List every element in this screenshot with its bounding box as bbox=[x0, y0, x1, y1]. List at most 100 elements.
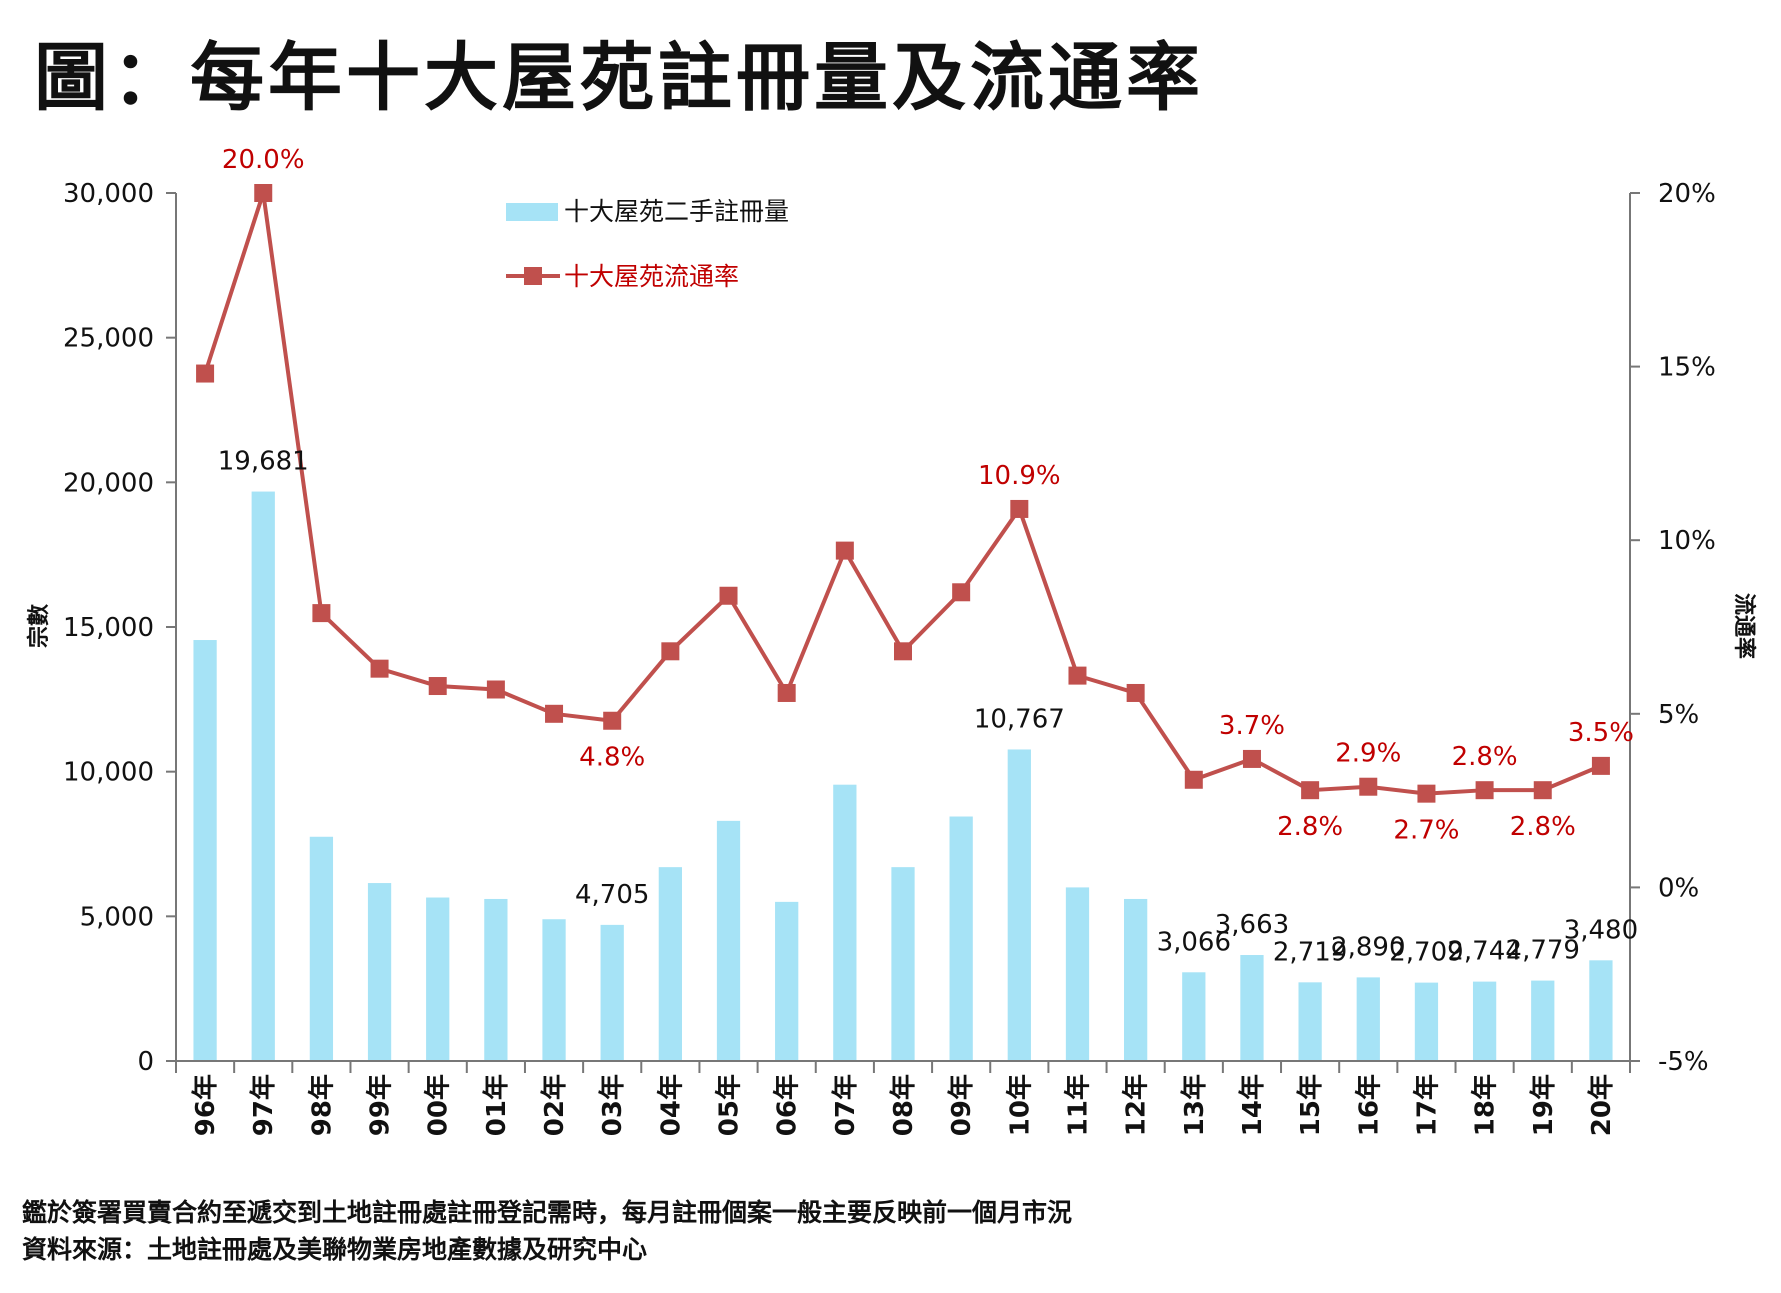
rate-marker-15年 bbox=[1301, 781, 1320, 800]
left-tick-label: 0 bbox=[137, 1047, 154, 1077]
bar-value-label: 3,480 bbox=[1564, 915, 1638, 945]
rate-marker-16年 bbox=[1359, 777, 1378, 796]
bar-09年 bbox=[949, 816, 973, 1061]
rate-value-label: 2.8% bbox=[1277, 812, 1343, 842]
rate-marker-01年 bbox=[486, 680, 505, 699]
rate-value-label: 3.7% bbox=[1219, 711, 1285, 741]
bar-01年 bbox=[484, 898, 508, 1061]
left-tick-label: 30,000 bbox=[63, 179, 154, 209]
x-tick-label: 16年 bbox=[1353, 1074, 1384, 1136]
x-tick-label: 10年 bbox=[1004, 1074, 1035, 1136]
rate-marker-05年 bbox=[719, 586, 738, 605]
right-tick-label: 20% bbox=[1658, 179, 1716, 209]
bar-96年 bbox=[193, 640, 217, 1061]
rate-marker-97年 bbox=[254, 184, 273, 202]
x-tick-label: 00年 bbox=[423, 1074, 454, 1136]
x-tick-label: 03年 bbox=[597, 1074, 628, 1136]
bar-98年 bbox=[309, 836, 334, 1061]
rate-value-label: 3.5% bbox=[1568, 718, 1634, 748]
left-tick-label: 10,000 bbox=[63, 758, 154, 788]
bar-05年 bbox=[716, 820, 741, 1061]
x-tick-label: 06年 bbox=[772, 1074, 803, 1136]
right-tick-label: -5% bbox=[1658, 1047, 1709, 1077]
rate-marker-00年 bbox=[428, 677, 447, 696]
left-tick-label: 15,000 bbox=[63, 613, 154, 643]
right-tick-label: 5% bbox=[1658, 700, 1699, 730]
right-tick-label: 0% bbox=[1658, 873, 1699, 903]
legend-line-label: 十大屋苑流通率 bbox=[564, 262, 739, 291]
rate-marker-14年 bbox=[1242, 749, 1261, 768]
x-tick-label: 97年 bbox=[248, 1074, 279, 1136]
x-tick-label: 15年 bbox=[1295, 1074, 1326, 1136]
rate-value-label: 10.9% bbox=[978, 461, 1061, 491]
axes: 0 5,000 10,000 15,000 20,000 25,000 30,000 -5% 0… bbox=[26, 179, 1757, 1136]
bar-02年 bbox=[542, 919, 566, 1061]
x-tick-label: 20年 bbox=[1586, 1074, 1617, 1136]
rate-value-label: 20.0% bbox=[222, 145, 305, 175]
bar-value-label: 3,663 bbox=[1215, 910, 1289, 940]
bar-value-label: 2,744 bbox=[1447, 937, 1521, 967]
bar-04年 bbox=[658, 867, 682, 1061]
x-tick-label: 02年 bbox=[539, 1074, 570, 1136]
bar-19年 bbox=[1531, 980, 1555, 1061]
left-tick-label: 25,000 bbox=[63, 324, 154, 354]
bar-value-label: 2,719 bbox=[1273, 937, 1347, 967]
rate-marker-18年 bbox=[1475, 781, 1494, 800]
rate-marker-04年 bbox=[661, 642, 680, 661]
legend-bar-label: 十大屋苑二手註冊量 bbox=[564, 197, 789, 226]
rate-marker-12年 bbox=[1126, 683, 1145, 702]
x-tick-label: 09年 bbox=[946, 1074, 977, 1136]
rate-marker-11年 bbox=[1068, 666, 1087, 685]
bar-value-label: 2,890 bbox=[1331, 932, 1405, 962]
source-note: 資料來源：土地註冊處及美聯物業房地產數據及研究中心 bbox=[22, 1235, 648, 1264]
bar-00年 bbox=[426, 897, 450, 1061]
x-tick-label: 96年 bbox=[190, 1074, 221, 1136]
bar-97年 bbox=[251, 491, 275, 1061]
bar-15年 bbox=[1298, 982, 1322, 1061]
rate-marker-99年 bbox=[370, 659, 389, 678]
legend-bar-swatch bbox=[506, 203, 558, 221]
rate-value-label: 2.7% bbox=[1393, 816, 1459, 846]
legend-line-marker bbox=[524, 267, 542, 285]
rate-value-label: 4.8% bbox=[579, 743, 645, 773]
bar-99年 bbox=[367, 883, 392, 1061]
bar-13年 bbox=[1182, 972, 1206, 1061]
footnote: 鑑於簽署買賣合約至遞交到土地註冊處註冊登記需時，每月註冊個案一般主要反映前一個月… bbox=[22, 1198, 1073, 1227]
bar-20年 bbox=[1589, 960, 1613, 1061]
x-tick-label: 14年 bbox=[1237, 1074, 1268, 1136]
rate-marker-19年 bbox=[1533, 781, 1552, 800]
bar-08年 bbox=[891, 867, 915, 1061]
rate-marker-10年 bbox=[1010, 499, 1029, 518]
rate-marker-96年 bbox=[196, 364, 215, 383]
bar-value-label: 2,779 bbox=[1506, 936, 1580, 966]
bar-value-label: 3,066 bbox=[1157, 927, 1231, 957]
bar-value-label: 10,767 bbox=[974, 704, 1065, 734]
x-tick-label: 12年 bbox=[1121, 1074, 1152, 1136]
bar-06年 bbox=[775, 901, 799, 1061]
x-tick-label: 04年 bbox=[655, 1074, 686, 1136]
bars bbox=[193, 491, 1613, 1061]
bar-value-label: 4,705 bbox=[575, 880, 649, 910]
x-tick-label: 05年 bbox=[714, 1074, 745, 1136]
chart: 0 5,000 10,000 15,000 20,000 25,000 30,000 -5% 0… bbox=[26, 145, 1757, 1136]
bar-03年 bbox=[600, 924, 624, 1061]
rate-marker-09年 bbox=[952, 583, 971, 602]
bar-17年 bbox=[1414, 982, 1439, 1061]
bar-value-label: 19,681 bbox=[218, 447, 309, 477]
rate-marker-17年 bbox=[1417, 784, 1436, 803]
bar-14年 bbox=[1240, 955, 1264, 1061]
bar-12年 bbox=[1124, 898, 1148, 1061]
rate-marker-08年 bbox=[894, 642, 912, 661]
rate-value-label: 2.8% bbox=[1510, 812, 1576, 842]
bar-18年 bbox=[1472, 981, 1497, 1061]
x-tick-label: 11年 bbox=[1062, 1074, 1093, 1136]
right-tick-label: 10% bbox=[1658, 526, 1716, 556]
left-tick-label: 5,000 bbox=[80, 902, 154, 932]
x-tick-label: 19年 bbox=[1528, 1074, 1559, 1136]
x-tick-label: 07年 bbox=[830, 1074, 861, 1136]
rate-value-label: 2.8% bbox=[1452, 742, 1518, 772]
left-tick-label: 20,000 bbox=[63, 468, 154, 498]
rate-marker-13年 bbox=[1184, 770, 1203, 789]
